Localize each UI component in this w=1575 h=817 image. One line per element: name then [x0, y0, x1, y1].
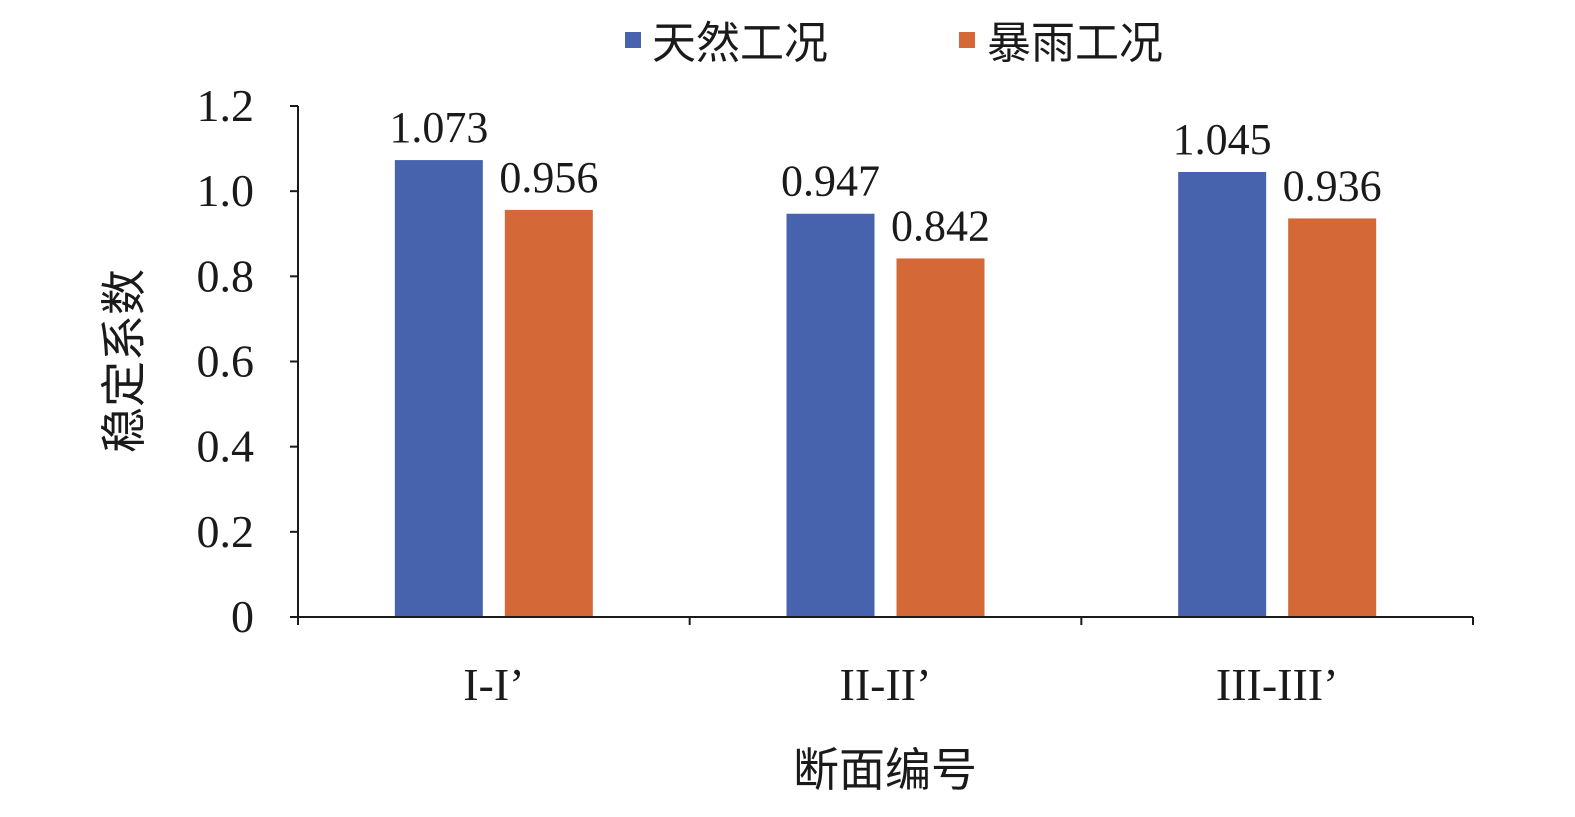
y-tick-label: 0.6	[197, 336, 255, 387]
x-ticks-layer: I-I’ II-II’ III-III’	[297, 617, 1474, 710]
data-label-2-1: 0.956	[499, 153, 598, 202]
bars-layer	[394, 160, 1377, 618]
y-tick-label: 1.2	[197, 80, 255, 131]
bar-2-3	[1288, 218, 1377, 618]
x-tick-label: I-I’	[463, 659, 524, 710]
data-label-1-2: 0.947	[781, 157, 880, 206]
y-ticks-layer: 0 0.2 0.4 0.6 0.8 1.0 1.2	[197, 80, 298, 642]
x-tick-label: II-II’	[840, 659, 932, 710]
bar-1-1	[394, 160, 483, 618]
x-axis-title: 断面编号	[793, 745, 977, 796]
y-axis-title: 稳定系数	[99, 269, 150, 453]
y-tick-label: 1.0	[197, 165, 255, 216]
data-label-2-3: 0.936	[1283, 161, 1382, 210]
bar-2-2	[896, 258, 985, 617]
y-tick-label: 0.2	[197, 506, 255, 557]
bar-1-2	[786, 213, 875, 617]
y-tick-label: 0.4	[197, 421, 255, 472]
data-label-2-2: 0.842	[891, 201, 990, 250]
legend-swatch-rainstorm	[959, 32, 975, 48]
legend-swatch-natural	[625, 32, 641, 48]
bar-2-1	[504, 209, 593, 618]
bar-1-3	[1178, 172, 1267, 618]
data-label-1-3: 1.045	[1173, 115, 1272, 164]
data-labels-layer: 1.073 0.947 1.045 0.956 0.842 0.936	[389, 103, 1381, 250]
legend: 天然工况 暴雨工况	[625, 19, 1163, 68]
y-tick-label: 0	[231, 591, 254, 642]
x-tick-label: III-III’	[1216, 659, 1339, 710]
legend-label-rainstorm: 暴雨工况	[987, 19, 1163, 68]
data-label-1-1: 1.073	[389, 103, 488, 152]
y-tick-label: 0.8	[197, 250, 255, 301]
legend-label-natural: 天然工况	[652, 19, 828, 68]
